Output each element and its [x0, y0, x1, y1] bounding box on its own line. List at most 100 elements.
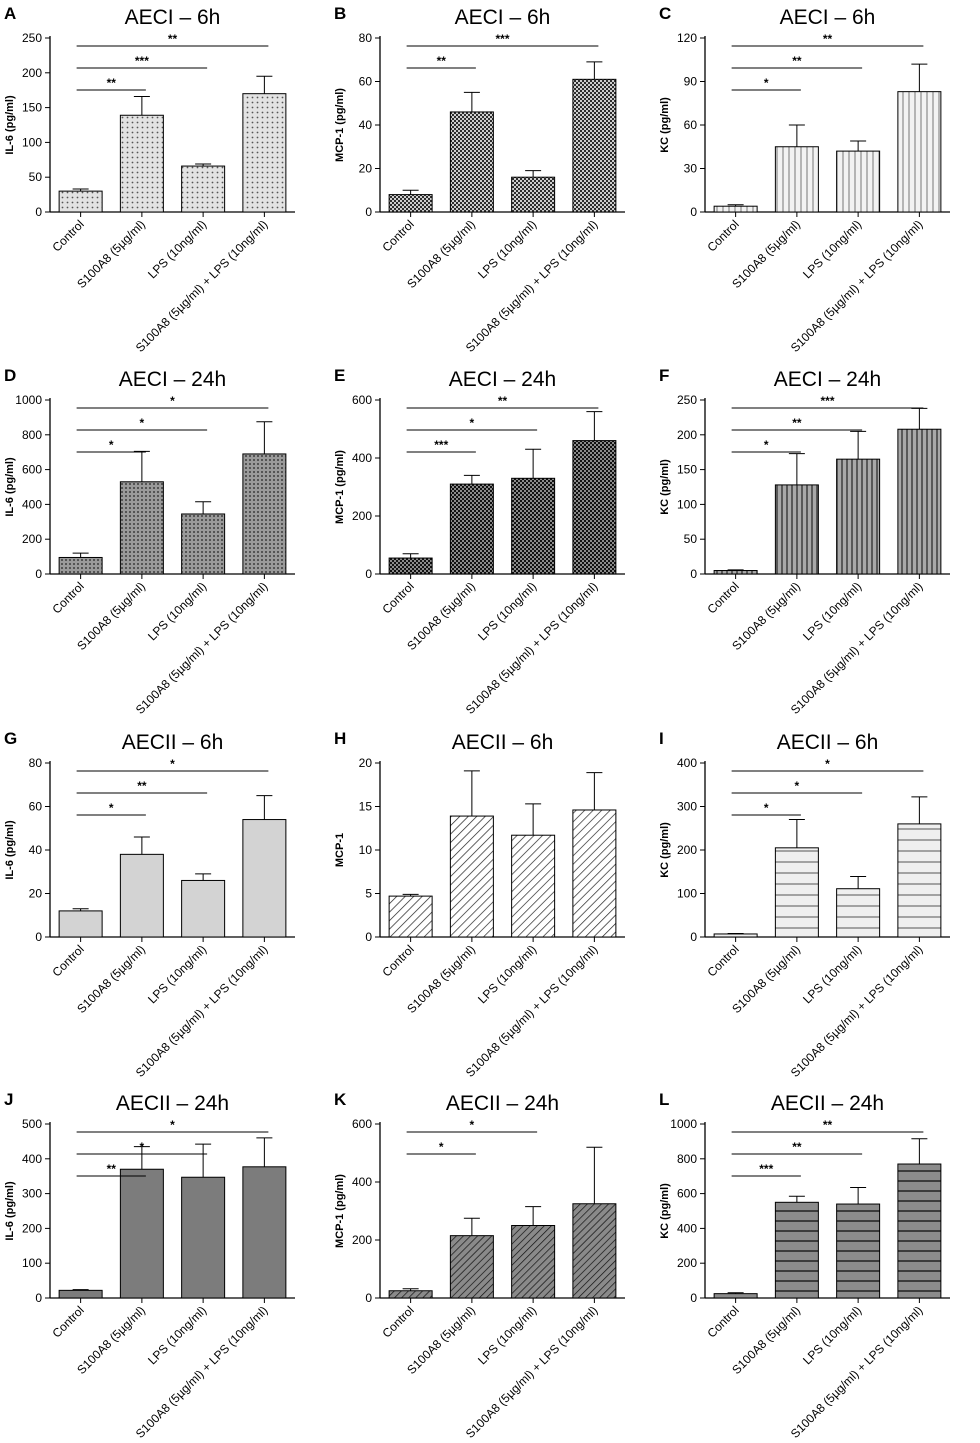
y-axis-label: KC (pg/ml)	[659, 1183, 671, 1239]
y-tick-label: 200	[677, 428, 697, 442]
chart-title: AECI – 6h	[455, 6, 551, 29]
chart-panel-k: K AECII – 24h MCP-1 (pg/ml) 0 200 400 600 Contr…	[334, 1090, 625, 1441]
bar-2	[774, 1201, 819, 1299]
category-label-4: S100A8 (5µg/ml) + LPS (10ng/ml)	[463, 942, 601, 1080]
y-axis-label: MCP-1	[334, 833, 346, 867]
y-tick-label: 0	[35, 1291, 42, 1305]
category-label-4: S100A8 (5µg/ml) + LPS (10ng/ml)	[463, 579, 601, 717]
y-tick-label: 600	[352, 1117, 372, 1131]
bar-2	[449, 815, 494, 938]
y-tick-label: 800	[22, 428, 42, 442]
bar-4	[897, 428, 942, 575]
y-tick-label: 600	[22, 463, 42, 477]
panel-letter: D	[4, 366, 16, 385]
bar-3	[181, 1176, 226, 1299]
panel-letter: B	[334, 4, 346, 23]
significance-label: *	[439, 1140, 444, 1154]
chart-title: AECI – 24h	[119, 368, 226, 391]
bar-2	[774, 146, 819, 213]
chart-title: AECI – 6h	[780, 6, 876, 29]
y-tick-label: 100	[22, 135, 42, 149]
significance-label: *	[764, 438, 769, 452]
y-tick-label: 200	[22, 66, 42, 80]
y-tick-label: 250	[677, 393, 697, 407]
category-label-1: Control	[49, 579, 86, 616]
chart-panel-d: D AECI – 24h IL-6 (pg/ml) 0 200 400 600 800 1000…	[4, 366, 295, 717]
significance-label: **	[498, 394, 508, 408]
category-label-3: LPS (10ng/ml)	[145, 1303, 209, 1367]
significance-label: ***	[495, 32, 509, 46]
bar-3	[836, 1203, 881, 1299]
bar-4	[572, 78, 617, 213]
y-tick-label: 0	[365, 930, 372, 944]
y-tick-label: 50	[29, 170, 43, 184]
significance-label: **	[823, 1118, 833, 1132]
bar-2	[449, 1235, 494, 1299]
chart-title: AECII – 6h	[122, 731, 224, 754]
bar-1	[388, 557, 433, 575]
bar-1	[58, 910, 103, 938]
y-tick-label: 80	[29, 756, 43, 770]
bar-1	[388, 895, 433, 938]
chart-panel-e: E AECI – 24h MCP-1 (pg/ml) 0 200 400 600 Contro…	[334, 366, 625, 717]
chart-title: AECII – 6h	[777, 731, 879, 754]
y-tick-label: 0	[690, 205, 697, 219]
significance-label: *	[140, 416, 145, 430]
y-tick-label: 1000	[15, 393, 42, 407]
bar-1	[388, 194, 433, 213]
y-tick-label: 200	[677, 1256, 697, 1270]
chart-panel-b: B AECI – 6h MCP-1 (pg/ml) 0 20 40 60 80 Control S…	[334, 4, 625, 355]
category-label-1: Control	[704, 217, 741, 254]
y-tick-label: 600	[677, 1187, 697, 1201]
category-label-3: LPS (10ng/ml)	[800, 217, 864, 281]
chart-panel-i: I AECII – 6h KC (pg/ml) 0 100 200 300 400 Contro…	[659, 729, 950, 1080]
significance-label: **	[137, 779, 147, 793]
y-tick-label: 80	[359, 31, 373, 45]
category-label-1: Control	[379, 579, 416, 616]
significance-label: **	[792, 416, 802, 430]
panel-letter: E	[334, 366, 345, 385]
bar-1	[713, 933, 758, 938]
chart-title: AECII – 6h	[452, 731, 554, 754]
significance-label: ***	[135, 54, 149, 68]
y-tick-label: 40	[359, 118, 373, 132]
chart-panel-a: A AECI – 6h IL-6 (pg/ml) 0 50 100 150 200 250 Con…	[4, 4, 295, 355]
panel-letter: L	[659, 1090, 669, 1109]
y-tick-label: 500	[22, 1117, 42, 1131]
y-axis-label: KC (pg/ml)	[659, 459, 671, 515]
bar-3	[836, 458, 881, 575]
y-tick-label: 60	[29, 800, 43, 814]
panel-letter: J	[4, 1090, 13, 1109]
category-label-4: S100A8 (5µg/ml) + LPS (10ng/ml)	[463, 1303, 601, 1441]
category-label-1: Control	[49, 942, 86, 979]
bar-1	[58, 190, 103, 213]
bar-4	[572, 1203, 617, 1299]
y-tick-label: 0	[690, 567, 697, 581]
bar-3	[511, 477, 556, 575]
significance-label: *	[109, 438, 114, 452]
y-tick-label: 60	[684, 118, 698, 132]
bar-2	[774, 484, 819, 575]
y-tick-label: 30	[684, 162, 698, 176]
category-label-1: Control	[704, 579, 741, 616]
category-label-1: Control	[49, 217, 86, 254]
bar-3	[181, 165, 226, 213]
chart-panel-h: H AECII – 6h MCP-1 0 5 10 15 20 Control S100A8 (5…	[334, 729, 625, 1080]
panel-letter: H	[334, 729, 346, 748]
bar-2	[449, 111, 494, 213]
significance-label: **	[168, 32, 178, 46]
significance-label: ***	[820, 394, 834, 408]
y-tick-label: 0	[35, 930, 42, 944]
category-label-1: Control	[379, 942, 416, 979]
bar-1	[713, 205, 758, 213]
bar-4	[242, 453, 287, 575]
bar-4	[897, 91, 942, 213]
significance-label: *	[109, 801, 114, 815]
chart-panel-l: L AECII – 24h KC (pg/ml) 0 200 400 600 800 1000 C…	[659, 1090, 950, 1441]
category-label-3: LPS (10ng/ml)	[800, 579, 864, 643]
significance-label: *	[470, 416, 475, 430]
significance-label: *	[170, 1118, 175, 1132]
y-tick-label: 200	[22, 1221, 42, 1235]
y-axis-label: IL-6 (pg/ml)	[4, 820, 16, 880]
bar-3	[836, 888, 881, 938]
